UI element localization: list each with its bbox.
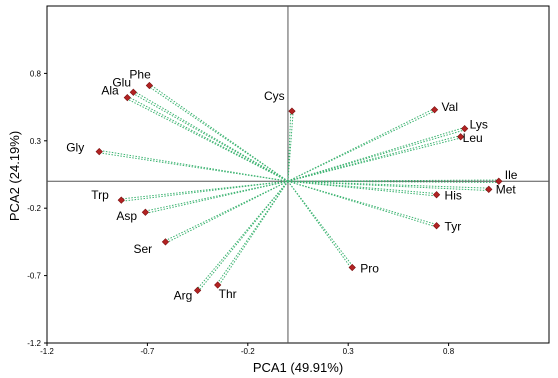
label-met: Met: [496, 182, 517, 196]
label-thr: Thr: [219, 287, 237, 301]
x-tick-label: -1.2: [40, 347, 54, 356]
point-ser: [161, 238, 170, 246]
label-phe: Phe: [129, 68, 151, 82]
point-phe: [145, 81, 154, 90]
point-glu: [129, 88, 137, 96]
vector-leu-b: [287, 137, 462, 182]
label-leu: Leu: [463, 131, 483, 145]
vector-thr-b: [216, 180, 289, 285]
vector-gly-b: [99, 149, 289, 182]
point-cys: [288, 107, 296, 115]
y-axis-title: PCA2 (24.19%): [7, 131, 22, 221]
label-tyr: Tyr: [445, 220, 462, 234]
point-ile: [495, 177, 503, 185]
label-ser: Ser: [133, 242, 152, 256]
x-tick-label: 0.8: [443, 347, 455, 356]
label-ile: Ile: [505, 168, 518, 182]
point-gly: [95, 147, 103, 156]
point-val: [430, 106, 439, 114]
label-ala: Ala: [101, 84, 119, 98]
vector-cys-b: [287, 111, 294, 182]
vector-phe-b: [149, 84, 289, 182]
label-val: Val: [442, 100, 458, 114]
vector-tyr-b: [287, 180, 437, 228]
vector-val-b: [287, 110, 436, 182]
vector-ala-b: [127, 96, 289, 182]
point-his: [432, 191, 441, 199]
point-lys: [461, 125, 469, 133]
label-asp: Asp: [116, 209, 137, 223]
vector-ile-a: [287, 179, 499, 182]
point-met: [485, 185, 493, 193]
data-points: [95, 81, 503, 295]
vector-arg-a: [198, 180, 289, 292]
point-ala: [123, 94, 131, 102]
point-pro: [348, 263, 356, 272]
point-arg: [193, 286, 202, 295]
vector-trp-b: [121, 180, 289, 200]
point-trp: [117, 196, 125, 204]
vector-gly-a: [98, 152, 289, 182]
point-thr: [214, 281, 222, 289]
x-axis-ticks: -1.2 -0.7 -0.2 0.3 0.8: [40, 343, 455, 356]
y-tick-label: -1.2: [27, 339, 41, 348]
y-tick-label: 0.3: [30, 137, 42, 146]
x-tick-label: 0.3: [343, 347, 355, 356]
label-trp: Trp: [91, 188, 109, 202]
vector-lys-b: [287, 129, 466, 182]
vector-ser-b: [164, 180, 289, 242]
vector-met-b: [287, 180, 489, 192]
vector-ile-b: [287, 180, 499, 183]
vector-pro-b: [287, 180, 352, 269]
x-tick-label: -0.2: [241, 347, 255, 356]
vector-glu-b: [133, 90, 289, 182]
x-axis-title: PCA1 (49.91%): [253, 360, 343, 375]
label-lys: Lys: [470, 118, 488, 132]
vector-asp-b: [145, 180, 289, 212]
label-his: His: [445, 189, 462, 203]
vector-arg-b: [196, 180, 289, 290]
loading-vectors: [98, 84, 499, 292]
vector-leu-a: [287, 135, 461, 182]
y-tick-label: -0.2: [27, 204, 41, 213]
label-cys: Cys: [264, 89, 285, 103]
point-leu: [457, 133, 465, 141]
y-tick-label: -0.7: [27, 272, 41, 281]
y-axis-ticks: -1.2 -0.7 -0.2 0.3 0.8: [27, 69, 47, 348]
y-tick-label: 0.8: [30, 69, 42, 78]
label-pro: Pro: [360, 262, 379, 276]
x-tick-label: -0.7: [141, 347, 155, 356]
point-tyr: [432, 222, 441, 230]
label-glu: Glu: [112, 75, 131, 89]
label-gly: Gly: [66, 141, 84, 155]
vector-his-b: [287, 180, 437, 197]
plot-frame: [46, 5, 550, 344]
vector-tyr-a: [287, 180, 438, 226]
vector-ser-a: [165, 180, 289, 244]
point-asp: [141, 208, 150, 216]
label-arg: Arg: [174, 288, 193, 302]
